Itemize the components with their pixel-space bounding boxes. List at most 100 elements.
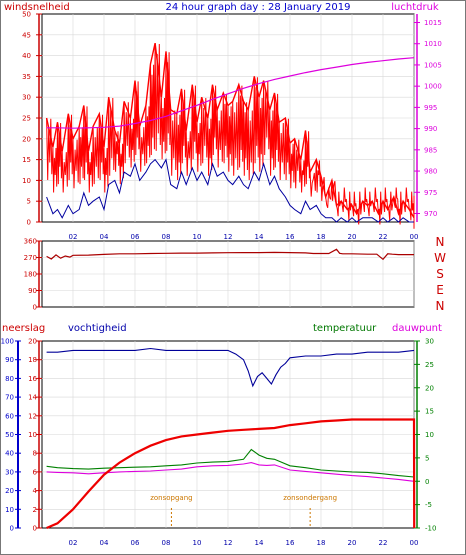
temperature-label: temperatuur bbox=[313, 323, 377, 334]
temperature-tick-label: 25 bbox=[425, 361, 434, 369]
direction-tick-label: 90 bbox=[28, 287, 37, 295]
temperature-line bbox=[46, 448, 415, 478]
rain-line bbox=[46, 418, 416, 530]
humidity-tick-label: 30 bbox=[5, 468, 14, 476]
hour-tick-label: 22 bbox=[379, 233, 388, 241]
wind-gust-line bbox=[46, 43, 415, 229]
hour-tick-label: 08 bbox=[162, 233, 171, 241]
hour-tick-label: 22 bbox=[379, 539, 388, 547]
climate-grid bbox=[42, 341, 415, 528]
pressure-tick-label: 1015 bbox=[424, 19, 442, 27]
pressure-tick-label: 990 bbox=[424, 125, 437, 133]
sunrise-label: zonsopgang bbox=[150, 494, 192, 502]
wind-speed-tick-label: 45 bbox=[22, 31, 31, 39]
hour-tick-label: 06 bbox=[131, 539, 140, 547]
climate-series bbox=[46, 347, 416, 530]
hour-tick-label: 20 bbox=[348, 233, 357, 241]
page-title: 24 hour graph day : 28 January 2019 bbox=[166, 2, 351, 13]
wind-speed-label: windsnelheid bbox=[4, 2, 70, 13]
wind-direction-line bbox=[46, 248, 414, 261]
sunset-label: zonsondergang bbox=[283, 494, 337, 502]
dewpoint-label: dauwpunt bbox=[392, 323, 442, 334]
sun-markers: zonsopgang zonsondergang bbox=[150, 494, 337, 528]
wind-speed-tick-label: 30 bbox=[22, 94, 31, 102]
pressure-ticks: 1015 1010 1005 1000 995 990 985 980 975 970 bbox=[414, 19, 442, 218]
wind-speed-tick-label: 50 bbox=[22, 11, 31, 19]
wind-average-line bbox=[46, 158, 414, 223]
hour-tick-label: 14 bbox=[255, 233, 264, 241]
compass-label: N bbox=[436, 299, 445, 313]
humidity-tick-label: 50 bbox=[5, 431, 14, 439]
rain-tick-label: 8 bbox=[33, 450, 37, 458]
compass-label: W bbox=[434, 251, 446, 265]
pressure-label: luchtdruk bbox=[391, 2, 439, 13]
wind-speed-tick-label: 5 bbox=[27, 198, 31, 206]
wind-series bbox=[45, 42, 415, 229]
pressure-tick-label: 985 bbox=[424, 146, 437, 154]
wind-speed-tick-label: 20 bbox=[22, 135, 31, 143]
direction-degree-ticks: 360 270 180 90 0 bbox=[24, 238, 42, 312]
hour-tick-label: 18 bbox=[317, 539, 326, 547]
rain-tick-label: 12 bbox=[28, 412, 37, 420]
temperature-tick-label: 0 bbox=[425, 478, 429, 486]
rain-tick-label: 20 bbox=[28, 338, 37, 346]
wind-hour-ticks: 02 04 06 08 10 12 14 16 18 20 22 00 bbox=[69, 233, 419, 241]
rain-tick-label: 0 bbox=[33, 525, 37, 533]
hour-tick-label: 06 bbox=[131, 233, 140, 241]
hour-tick-label: 00 bbox=[410, 539, 419, 547]
hour-tick-label: 10 bbox=[193, 539, 202, 547]
rain-tick-label: 10 bbox=[28, 431, 37, 439]
temperature-tick-label: 10 bbox=[425, 431, 434, 439]
humidity-tick-label: 40 bbox=[5, 450, 14, 458]
humidity-tick-label: 20 bbox=[5, 487, 14, 495]
humidity-tick-label: 70 bbox=[5, 394, 14, 402]
wind-speed-tick-label: 35 bbox=[22, 73, 31, 81]
pressure-tick-label: 970 bbox=[424, 210, 437, 218]
direction-tick-label: 360 bbox=[24, 238, 37, 246]
hour-tick-label: 12 bbox=[224, 539, 233, 547]
temperature-tick-label: 20 bbox=[425, 384, 434, 392]
hour-tick-label: 18 bbox=[317, 233, 326, 241]
rain-label: neerslag bbox=[2, 323, 45, 334]
humidity-tick-label: 80 bbox=[5, 375, 14, 383]
rain-tick-label: 18 bbox=[28, 356, 37, 364]
humidity-tick-label: 60 bbox=[5, 412, 14, 420]
rain-tick-label: 14 bbox=[28, 394, 37, 402]
hour-tick-label: 10 bbox=[193, 233, 202, 241]
pressure-tick-label: 1000 bbox=[424, 83, 442, 91]
rain-tick-label: 16 bbox=[28, 375, 37, 383]
wind-speed-line bbox=[45, 42, 415, 219]
pressure-tick-label: 995 bbox=[424, 104, 437, 112]
rain-tick-label: 6 bbox=[33, 468, 38, 476]
temperature-tick-label: -5 bbox=[425, 501, 432, 509]
climate-hour-ticks: 02 04 06 08 10 12 14 16 18 20 22 00 bbox=[69, 539, 419, 547]
hour-tick-label: 16 bbox=[286, 233, 295, 241]
temperature-tick-label: 30 bbox=[425, 338, 434, 346]
direction-grid bbox=[42, 241, 415, 307]
humidity-tick-label: 90 bbox=[5, 356, 14, 364]
humidity-line bbox=[46, 347, 415, 388]
humidity-tick-label: 0 bbox=[10, 525, 14, 533]
humidity-tick-label: 100 bbox=[1, 338, 14, 346]
pressure-tick-label: 975 bbox=[424, 189, 437, 197]
hour-tick-label: 20 bbox=[348, 539, 357, 547]
hour-tick-label: 00 bbox=[410, 233, 419, 241]
hour-tick-label: 12 bbox=[224, 233, 233, 241]
hour-tick-label: 08 bbox=[162, 539, 171, 547]
humidity-label: vochtigheid bbox=[68, 323, 127, 334]
hour-tick-label: 14 bbox=[255, 539, 264, 547]
pressure-tick-label: 1005 bbox=[424, 61, 442, 69]
pressure-line bbox=[46, 57, 415, 129]
rain-tick-label: 4 bbox=[33, 487, 38, 495]
compass-label: E bbox=[436, 283, 444, 297]
compass-label: N bbox=[436, 235, 445, 249]
pressure-tick-label: 1010 bbox=[424, 40, 442, 48]
wind-speed-tick-label: 0 bbox=[27, 219, 31, 227]
hour-tick-label: 04 bbox=[100, 539, 109, 547]
rain-tick-label: 2 bbox=[33, 506, 37, 514]
hour-tick-label: 02 bbox=[69, 233, 78, 241]
